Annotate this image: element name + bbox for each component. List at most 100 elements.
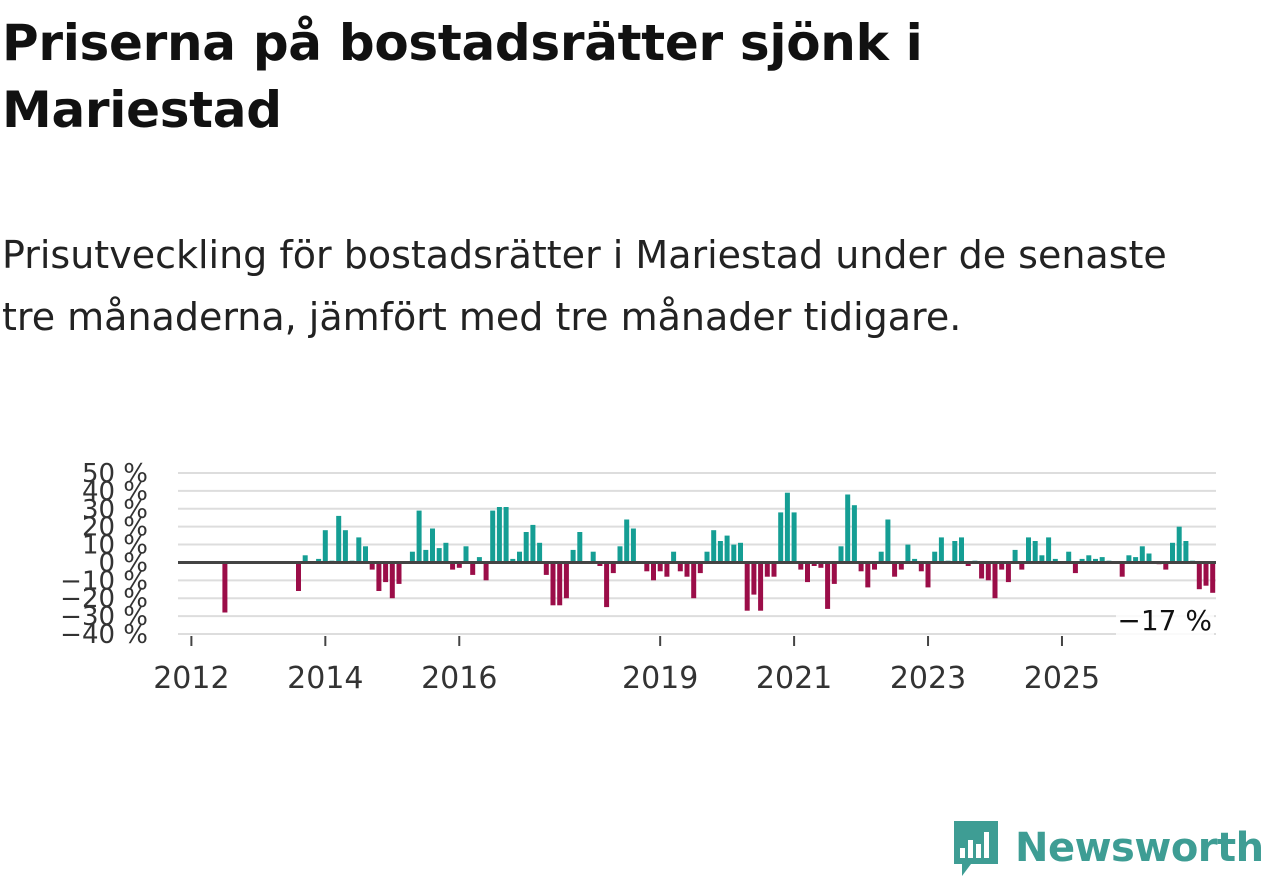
bar [691,562,697,599]
bar [543,562,549,575]
bar [671,551,677,563]
bar [550,562,556,606]
bar [463,546,469,563]
bar [918,562,924,572]
bar [878,551,884,563]
bar [905,544,911,563]
bar [376,562,382,591]
bar [704,551,710,563]
bar [396,562,402,584]
bar [651,562,656,581]
y-tick-label: −20 % [60,584,148,614]
bar [490,510,496,563]
bar [1072,562,1078,574]
bar [423,549,429,563]
bar [684,562,690,577]
bar [1046,537,1052,563]
x-tick-label: 2023 [890,661,966,696]
bar [811,562,817,566]
bar [302,555,308,563]
bar [443,542,449,563]
bar [711,530,717,563]
bar [1210,562,1216,593]
bar [825,562,831,609]
bar [624,519,630,563]
bar [751,562,757,595]
bar [416,510,422,563]
bar [1196,562,1202,590]
bar [657,562,663,572]
x-tick-label: 2021 [756,661,832,696]
newsworthy-logo: Newsworthy [951,818,1262,878]
y-tick-label: 0 % [98,548,148,578]
bar [764,562,770,577]
bar [570,549,576,563]
x-tick-label: 2012 [153,661,229,696]
bar [771,562,777,577]
bar [296,562,301,591]
bar [791,512,797,563]
bar [778,512,784,563]
bar [985,562,991,581]
bar [885,519,891,563]
bar [1032,541,1038,563]
bar [1126,555,1132,563]
bar [979,562,985,579]
bar [1163,562,1169,570]
bar [630,528,636,563]
bar [959,537,964,563]
bar [818,562,824,568]
bar [450,562,456,570]
bar [537,542,543,563]
last-value-annotation: −17 % [1116,604,1214,638]
bar [845,494,851,563]
bar [798,562,804,570]
gridlines [178,472,1216,635]
bar [831,562,837,584]
bar [577,532,583,563]
bar [617,546,623,563]
bar [992,562,998,599]
x-axis-ticks: 2012 2014 2016 2019 2021 2023 2025 [153,636,1100,696]
x-tick-label: 2014 [287,661,363,696]
bar [1176,526,1182,563]
logo-text: Newsworthy [1015,825,1262,871]
bar [1005,562,1011,583]
bar [322,530,328,563]
bar [851,505,857,563]
bar [610,562,616,574]
y-tick-label: −10 % [60,566,148,596]
bar [1052,558,1058,563]
bar [1146,553,1152,563]
bar [664,562,670,577]
bar [892,562,898,577]
bar [677,562,683,572]
bar [222,562,228,613]
bar [1183,541,1189,563]
bar [470,562,476,575]
bar [316,558,322,563]
bar [430,528,435,563]
bar [1139,546,1145,563]
bar [744,562,750,611]
y-tick-label: −40 % [60,620,148,650]
bar [563,562,569,599]
x-tick-label: 2025 [1024,661,1100,696]
bar [1039,555,1045,563]
bar [1086,555,1092,563]
bar [858,562,864,572]
bar [604,562,610,608]
y-tick-label: 20 % [82,513,148,543]
bar [1203,562,1209,586]
bar [1066,551,1072,563]
bar [1093,558,1098,563]
bar [731,544,737,563]
bar [758,562,764,611]
x-tick-label: 2019 [622,661,698,696]
bar [590,551,596,563]
bar [898,562,904,570]
bar [1099,557,1105,563]
bar [999,562,1005,570]
y-tick-label: −30 % [60,602,148,632]
chart-subtitle: Prisutveckling för bostadsrätter i Marie… [2,233,1167,339]
